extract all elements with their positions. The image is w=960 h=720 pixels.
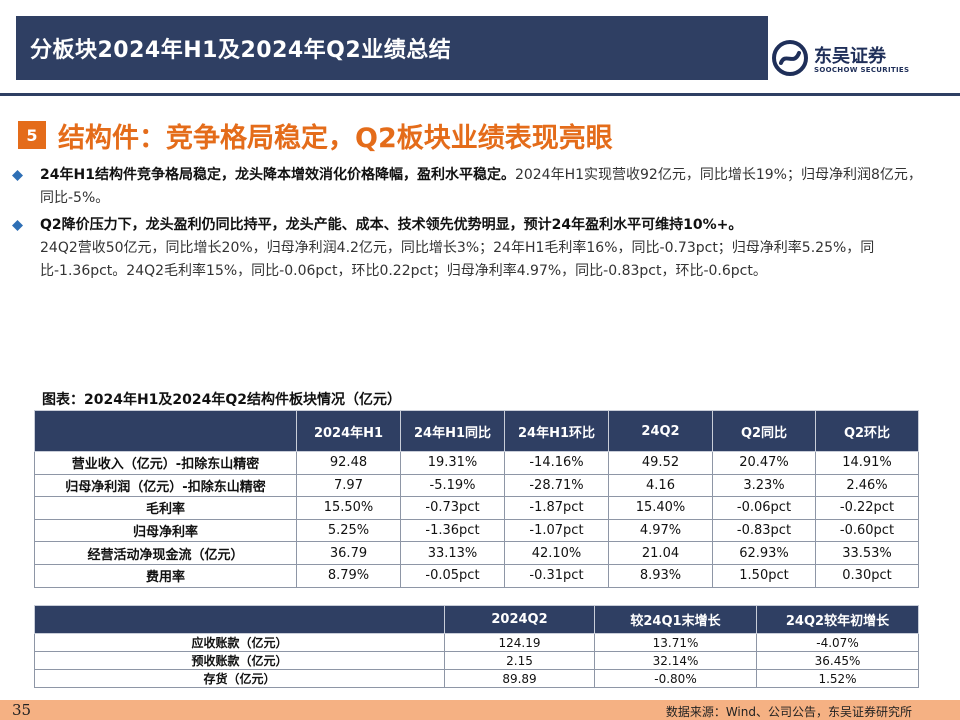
table-cell: -14.16% — [504, 451, 609, 475]
diamond-bullet-icon — [12, 220, 23, 231]
table-cell: -4.07% — [756, 633, 919, 652]
table-cell: 8.93% — [608, 563, 713, 588]
table-cell: 21.04 — [608, 541, 713, 565]
table-cell: -0.05pct — [400, 563, 505, 588]
table-cell: 2.15 — [444, 651, 595, 670]
table-cell: 13.71% — [594, 633, 757, 652]
table-header-cell: 2024Q2 — [444, 605, 595, 634]
table-row: 费用率 8.79% -0.05pct -0.31pct 8.93% 1.50pct 0.30… — [34, 563, 919, 588]
section-title: 结构件：竞争格局稳定，Q2板块业绩表现亮眼 — [58, 123, 613, 154]
table-header-cell — [34, 605, 445, 634]
table-cell: 49.52 — [608, 451, 713, 475]
table-row-label: 应收账款（亿元） — [34, 633, 445, 652]
company-logo: 东吴证券 SOOCHOW SECURITIES — [772, 36, 952, 80]
table-cell: 15.40% — [608, 496, 713, 520]
table-row: 营业收入（亿元）-扣除东山精密 92.48 19.31% -14.16% 49.52 20… — [34, 451, 919, 475]
table-row-label: 营业收入（亿元）-扣除东山精密 — [34, 451, 297, 475]
table-cell: 20.47% — [712, 451, 816, 475]
table-row: 归母净利润（亿元）-扣除东山精密 7.97 -5.19% -28.71% 4.16 3.2… — [34, 473, 919, 498]
table-cell: -0.83pct — [712, 518, 816, 543]
table-cell: -0.73pct — [400, 496, 505, 520]
table-cell: -0.22pct — [815, 496, 919, 520]
table-cell: 42.10% — [504, 541, 609, 565]
table-row: 归母净利率 5.25% -1.36pct -1.07pct 4.97% -0.83pct -… — [34, 518, 919, 543]
bullet-2-text: 24Q2营收50亿元，同比增长20%，归母净利润4.2亿元，同比增长3%；24年… — [40, 240, 875, 279]
table-cell: 36.79 — [296, 541, 401, 565]
bullet-1-text: 2024年H1实现营收92亿元，同比增长19%；归母净利润8亿元，同比-5%。 — [40, 167, 922, 206]
section-number-badge: 5 — [18, 121, 46, 149]
table-cell: 4.97% — [608, 518, 713, 543]
page-title: 分板块2024年H1及2024年Q2业绩总结 — [30, 38, 452, 63]
table-cell: -0.06pct — [712, 496, 816, 520]
table-header-cell: Q2同比 — [712, 410, 816, 452]
table-cell: 7.97 — [296, 473, 401, 498]
bullet-2-bold: Q2降价压力下，龙头盈利仍同比持平，龙头产能、成本、技术领先优势明显，预计24年… — [40, 217, 743, 233]
table-cell: 33.53% — [815, 541, 919, 565]
table-caption: 图表：2024年H1及2024年Q2结构件板块情况（亿元） — [42, 392, 402, 408]
table-cell: 36.45% — [756, 651, 919, 670]
header-bar: 分板块2024年H1及2024年Q2业绩总结 — [16, 16, 768, 80]
table-cell: 1.50pct — [712, 563, 816, 588]
diamond-bullet-icon — [12, 170, 23, 181]
table-row-label: 归母净利润（亿元）-扣除东山精密 — [34, 473, 297, 498]
data-source: 数据来源：Wind、公司公告，东吴证券研究所 — [665, 705, 912, 719]
logo-name-cn: 东吴证券 — [814, 46, 886, 67]
table-cell: 2.46% — [815, 473, 919, 498]
table-header-cell: 2024年H1 — [296, 410, 401, 452]
bullet-point-1: 24年H1结构件竞争格局稳定，龙头降本增效消化价格降幅，盈利水平稳定。2024年… — [12, 164, 932, 210]
table-cell: 5.25% — [296, 518, 401, 543]
table-cell: 92.48 — [296, 451, 401, 475]
table-cell: 62.93% — [712, 541, 816, 565]
table-cell: -0.80% — [594, 669, 757, 688]
table-row-label: 毛利率 — [34, 496, 297, 520]
table-header-cell: 24Q2较年初增长 — [756, 605, 919, 634]
table-header-cell: 24Q2 — [608, 410, 713, 452]
page-number: 35 — [12, 701, 32, 719]
footer-bar — [0, 700, 960, 720]
table-cell: 3.23% — [712, 473, 816, 498]
table-row: 预收账款（亿元） 2.15 32.14% 36.45% — [34, 651, 919, 670]
table-cell: -0.31pct — [504, 563, 609, 588]
bullet-1-bold: 24年H1结构件竞争格局稳定，龙头降本增效消化价格降幅，盈利水平稳定。 — [40, 167, 515, 183]
table-cell: -0.60pct — [815, 518, 919, 543]
header-divider — [0, 93, 960, 96]
logo-name-en: SOOCHOW SECURITIES — [814, 66, 910, 74]
bullet-point-2: Q2降价压力下，龙头盈利仍同比持平，龙头产能、成本、技术领先优势明显，预计24年… — [12, 214, 932, 283]
table-cell: 0.30pct — [815, 563, 919, 588]
table-header-cell: 较24Q1末增长 — [594, 605, 757, 634]
table-header-cell: Q2环比 — [815, 410, 919, 452]
table-row: 经营活动净现金流（亿元） 36.79 33.13% 42.10% 21.04 62.93%… — [34, 541, 919, 565]
table-cell: -1.36pct — [400, 518, 505, 543]
table-cell: 15.50% — [296, 496, 401, 520]
table-cell: 19.31% — [400, 451, 505, 475]
table-header-row: 2024Q2 较24Q1末增长 24Q2较年初增长 — [34, 605, 919, 634]
segment-performance-table: 2024年H1 24年H1同比 24年H1环比 24Q2 Q2同比 Q2环比 营… — [34, 410, 919, 588]
table-cell: -28.71% — [504, 473, 609, 498]
table-row-label: 归母净利率 — [34, 518, 297, 543]
table-row-label: 存货（亿元） — [34, 669, 445, 688]
table-header-cell: 24年H1同比 — [400, 410, 505, 452]
table-cell: 1.52% — [756, 669, 919, 688]
table-cell: -1.07pct — [504, 518, 609, 543]
table-header-cell: 24年H1环比 — [504, 410, 609, 452]
table-cell: 14.91% — [815, 451, 919, 475]
table-row-label: 费用率 — [34, 563, 297, 588]
table-row: 毛利率 15.50% -0.73pct -1.87pct 15.40% -0.06pct -… — [34, 496, 919, 520]
soochow-logo-icon — [772, 40, 808, 76]
balance-sheet-table: 2024Q2 较24Q1末增长 24Q2较年初增长 应收账款（亿元） 124.19… — [34, 605, 919, 688]
table-cell: 8.79% — [296, 563, 401, 588]
table-cell: 124.19 — [444, 633, 595, 652]
table-cell: 89.89 — [444, 669, 595, 688]
table-cell: 4.16 — [608, 473, 713, 498]
table-cell: 33.13% — [400, 541, 505, 565]
table-cell: -1.87pct — [504, 496, 609, 520]
table-row-label: 预收账款（亿元） — [34, 651, 445, 670]
table-header-row: 2024年H1 24年H1同比 24年H1环比 24Q2 Q2同比 Q2环比 — [34, 410, 919, 452]
table-cell: 32.14% — [594, 651, 757, 670]
table-header-cell — [34, 410, 297, 452]
table-cell: -5.19% — [400, 473, 505, 498]
table-row: 应收账款（亿元） 124.19 13.71% -4.07% — [34, 633, 919, 652]
table-row: 存货（亿元） 89.89 -0.80% 1.52% — [34, 669, 919, 688]
table-row-label: 经营活动净现金流（亿元） — [34, 541, 297, 565]
